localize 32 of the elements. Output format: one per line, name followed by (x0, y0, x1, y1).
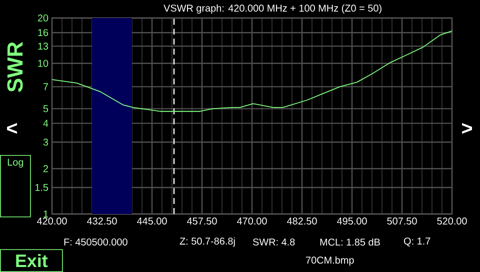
y-tick-label: 13 (38, 42, 48, 50)
text: > (462, 123, 472, 134)
y-tick-label: 7 (43, 83, 48, 90)
text: 70CM.bmp (306, 256, 354, 266)
y-axis-title: SWR (7, 42, 23, 92)
text: < (7, 123, 18, 134)
chart-title: VSWR graph: 420.000 MHz + 100 MHz (Z0 = 50) (164, 4, 382, 14)
y-tick-label: 4 (43, 120, 48, 127)
text: Q: 1.7 (404, 238, 430, 246)
x-tick-label: 520.00 (437, 218, 467, 225)
y-tick-label: 16 (38, 29, 48, 36)
x-tick-label: 432.50 (87, 218, 117, 225)
x-tick-label: 507.50 (387, 218, 417, 225)
x-tick-label: 495.00 (337, 218, 367, 225)
y-tick-label: 20 (38, 14, 48, 22)
x-tick-label: 420.00 (37, 218, 67, 225)
y-tick-label: 3 (43, 138, 48, 146)
y-tick-label: 10 (38, 60, 48, 67)
text: Exit (16, 254, 48, 268)
x-tick-label: 445.00 (137, 218, 167, 225)
y-tick-label: 1.5 (35, 184, 48, 191)
x-tick-label: 457.50 (187, 218, 217, 225)
text: SWR: 4.8 (252, 238, 295, 246)
text: MCL: 1.85 dB (320, 238, 380, 246)
y-tick-label: 5 (43, 105, 48, 112)
y-tick-label: 2 (43, 165, 48, 172)
text: Log (8, 158, 24, 168)
y-tick-label: 1 (44, 210, 48, 218)
x-tick-label: 482.50 (287, 218, 317, 225)
text: F: 450500.000 (64, 238, 128, 246)
x-tick-label: 470.00 (237, 218, 267, 225)
text: Z: 50.7-86.8j (180, 237, 235, 247)
